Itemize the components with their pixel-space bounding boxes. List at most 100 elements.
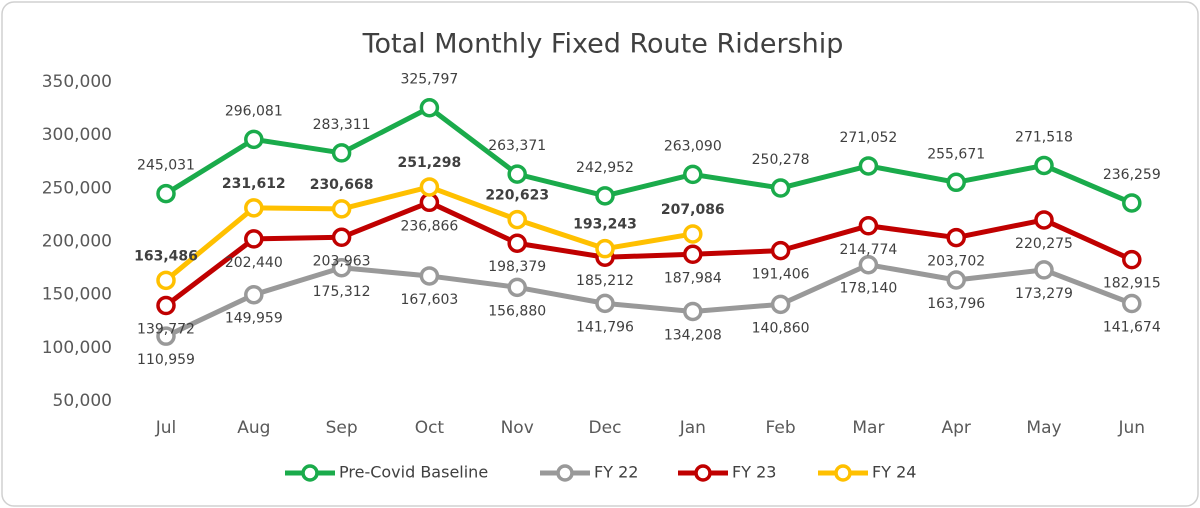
x-tick-label: May [1026, 418, 1061, 438]
x-tick-label: Oct [415, 418, 445, 438]
x-tick-label: Apr [941, 418, 970, 438]
data-label: 110,959 [137, 352, 195, 368]
data-label: 250,278 [752, 152, 810, 168]
data-label: 141,674 [1103, 320, 1161, 336]
data-point [858, 216, 879, 236]
data-label: 325,797 [400, 72, 458, 88]
data-label: 242,952 [576, 160, 634, 176]
data-point [244, 229, 264, 249]
series-line [164, 105, 1133, 206]
legend-marker [556, 464, 574, 482]
legend-item: FY 23 [678, 463, 776, 482]
data-point [770, 294, 791, 315]
data-label: 182,915 [1103, 276, 1161, 292]
data-point [946, 172, 966, 193]
data-label: 220,275 [1015, 236, 1073, 252]
x-tick-label: Mar [852, 418, 884, 438]
data-point [770, 178, 791, 198]
y-tick-label: 300,000 [42, 125, 112, 145]
y-tick-label: 200,000 [42, 232, 112, 252]
data-point [419, 177, 440, 197]
data-point [1122, 293, 1142, 314]
data-label: 203,702 [927, 254, 985, 270]
data-point [419, 266, 440, 286]
x-tick-label: Feb [766, 418, 796, 438]
data-point [244, 198, 264, 218]
data-label: 245,031 [137, 158, 195, 174]
data-point [683, 301, 703, 322]
data-point [1034, 155, 1054, 176]
x-tick-label: Nov [501, 418, 534, 438]
data-label: 214,774 [839, 242, 897, 258]
data-point [595, 238, 615, 259]
legend-marker [301, 464, 319, 482]
x-tick-label: Dec [589, 418, 622, 438]
data-label: 296,081 [225, 103, 283, 119]
data-label: 251,298 [398, 155, 462, 171]
data-label: 163,486 [134, 248, 198, 264]
data-label: 185,212 [576, 273, 634, 289]
data-point [507, 209, 527, 230]
data-point [1122, 249, 1142, 270]
legend-label: FY 22 [594, 463, 638, 482]
data-label: 187,984 [664, 270, 722, 286]
y-tick-label: 250,000 [42, 178, 112, 198]
data-label: 178,140 [839, 281, 897, 297]
data-point [156, 270, 176, 291]
data-point [244, 284, 264, 305]
data-label: 283,311 [313, 117, 371, 133]
y-tick-label: 100,000 [42, 338, 112, 358]
data-label: 207,086 [661, 202, 725, 218]
data-point [156, 326, 176, 346]
data-label: 202,440 [225, 255, 283, 271]
data-point [507, 277, 527, 298]
legend-item: FY 22 [540, 463, 638, 482]
chart-title: Total Monthly Fixed Route Ridership [362, 29, 844, 60]
data-point [244, 129, 264, 150]
data-label: 173,279 [1015, 286, 1073, 302]
data-point [507, 233, 527, 253]
data-label: 231,612 [222, 176, 286, 192]
data-point [683, 224, 703, 244]
data-point [507, 164, 527, 184]
data-point [1034, 260, 1054, 280]
data-point [419, 97, 440, 118]
legend-marker [834, 464, 852, 482]
series-line [164, 262, 1133, 339]
data-label: 156,880 [488, 303, 546, 319]
data-point [858, 254, 879, 275]
data-label: 134,208 [664, 327, 722, 343]
data-point [595, 293, 615, 314]
data-label: 271,518 [1015, 129, 1073, 145]
data-point [1034, 210, 1054, 230]
data-label: 191,406 [752, 267, 810, 283]
data-point [946, 227, 966, 248]
legend-label: FY 23 [732, 463, 776, 482]
x-tick-label: Jul [155, 418, 177, 438]
y-tick-label: 150,000 [42, 285, 112, 305]
data-label: 255,671 [927, 146, 985, 162]
x-tick-label: Jan [679, 418, 706, 438]
x-tick-label: Aug [237, 418, 270, 438]
data-label: 141,796 [576, 319, 634, 335]
data-label: 193,243 [573, 217, 637, 233]
legend-item: Pre-Covid Baseline [285, 463, 488, 482]
data-label: 167,603 [400, 292, 458, 308]
data-point [1122, 193, 1142, 213]
data-point [770, 240, 791, 261]
data-label: 139,772 [137, 322, 195, 338]
legend-marker [694, 464, 712, 482]
data-point [331, 143, 352, 163]
x-tick-label: Jun [1118, 418, 1146, 438]
data-label: 236,259 [1103, 167, 1161, 183]
data-point [595, 186, 615, 206]
data-label: 175,312 [313, 284, 371, 300]
data-point [331, 258, 352, 278]
data-label: 140,860 [752, 320, 810, 336]
legend-label: Pre-Covid Baseline [339, 463, 488, 482]
legend-label: FY 24 [872, 463, 916, 482]
legend-item: FY 24 [818, 463, 916, 482]
y-tick-label: 50,000 [53, 391, 112, 411]
data-label: 236,866 [400, 218, 458, 234]
